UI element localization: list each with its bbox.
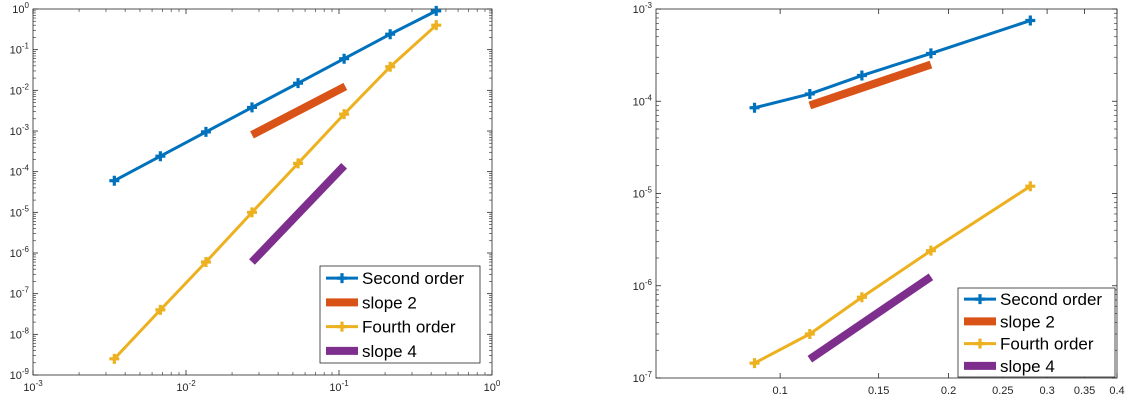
series-line-slope-2 bbox=[808, 60, 933, 110]
y-tick-label: 10-5 bbox=[633, 186, 653, 201]
y-tick-label: 10-3 bbox=[633, 1, 653, 16]
legend-label-second-order: Second order bbox=[1000, 290, 1102, 309]
data-point-fourth-order bbox=[856, 292, 867, 303]
legend-marker-fourth-order bbox=[975, 338, 985, 349]
data-point-fourth-order bbox=[804, 328, 815, 339]
y-tick-label: 10-7 bbox=[633, 370, 653, 385]
series-line-slope-2 bbox=[250, 82, 348, 139]
data-point-second-order bbox=[155, 151, 166, 162]
series-line-second-order bbox=[754, 19, 1031, 110]
x-tick-label: 0.15 bbox=[868, 385, 889, 397]
legend-marker-fourth-order bbox=[337, 321, 347, 332]
data-point-fourth-order bbox=[293, 158, 304, 169]
y-tick-label: 100 bbox=[12, 1, 29, 16]
x-tick-label: 10-2 bbox=[176, 379, 196, 394]
data-point-fourth-order bbox=[385, 61, 396, 72]
y-tick-label: 10-2 bbox=[10, 82, 30, 97]
data-point-fourth-order bbox=[246, 207, 257, 218]
left-chart: 10-9 10-8 10-7 10-6 10-5 10-4 10-3 10-2 10-1 100 1… bbox=[10, 1, 501, 394]
data-point-fourth-order bbox=[431, 20, 442, 31]
x-tick-label: 0.3 bbox=[1039, 385, 1054, 397]
x-tick-label: 10-1 bbox=[329, 379, 349, 394]
right-chart: 10-7 10-6 10-5 10-4 10-3 0.1 0.15 0.2 0.25 0.3 0.3… bbox=[633, 1, 1125, 397]
axes-box bbox=[32, 8, 493, 376]
data-point-second-order bbox=[749, 102, 760, 113]
legend-marker-second-order bbox=[975, 294, 985, 305]
legend-box bbox=[319, 265, 481, 364]
legend-label-slope-4: slope 4 bbox=[362, 342, 417, 361]
data-point-fourth-order bbox=[339, 109, 350, 120]
data-point-second-order bbox=[109, 175, 120, 186]
legend-label-second-order: Second order bbox=[362, 269, 464, 288]
data-point-fourth-order bbox=[1025, 181, 1036, 192]
y-tick-label: 10-5 bbox=[10, 204, 30, 219]
y-tick-label: 10-1 bbox=[10, 42, 30, 57]
x-tick-label: 10-3 bbox=[23, 379, 43, 394]
legend-label-slope-2: slope 2 bbox=[1000, 312, 1055, 331]
legend-marker-second-order bbox=[337, 273, 347, 284]
y-tick-label: 10-3 bbox=[10, 123, 30, 138]
x-tick-label: 0.35 bbox=[1074, 385, 1095, 397]
y-tick-label: 10-4 bbox=[633, 93, 653, 108]
series-line-fourth-order bbox=[113, 24, 438, 360]
x-tick-label: 100 bbox=[484, 379, 501, 394]
x-tick-label: 0.25 bbox=[992, 385, 1013, 397]
data-point-second-order bbox=[246, 102, 257, 113]
series-line-slope-4 bbox=[249, 162, 348, 265]
x-tick-label: 0.4 bbox=[1109, 385, 1124, 397]
y-tick-label: 10-6 bbox=[10, 245, 30, 260]
data-point-second-order bbox=[293, 78, 304, 89]
y-tick-label: 10-7 bbox=[10, 286, 30, 301]
legend-label-fourth-order: Fourth order bbox=[362, 318, 456, 337]
data-point-fourth-order bbox=[925, 245, 936, 256]
data-point-fourth-order bbox=[200, 257, 211, 268]
y-tick-label: 10-8 bbox=[10, 326, 30, 341]
series-line-slope-4 bbox=[807, 273, 934, 363]
legend-label-slope-2: slope 2 bbox=[362, 293, 417, 312]
data-point-fourth-order bbox=[749, 358, 760, 369]
series-line-second-order bbox=[113, 9, 437, 183]
x-tick-label: 0.2 bbox=[941, 385, 956, 397]
y-tick-label: 10-6 bbox=[633, 278, 653, 293]
data-point-fourth-order bbox=[109, 353, 120, 364]
data-point-second-order bbox=[431, 5, 442, 16]
y-tick-label: 10-9 bbox=[10, 367, 30, 382]
data-point-fourth-order bbox=[155, 304, 166, 315]
data-point-second-order bbox=[804, 88, 815, 99]
y-tick-label: 10-4 bbox=[10, 164, 30, 179]
legend-label-fourth-order: Fourth order bbox=[1000, 335, 1094, 354]
data-point-second-order bbox=[385, 29, 396, 40]
data-point-second-order bbox=[1025, 15, 1036, 26]
data-point-second-order bbox=[200, 126, 211, 137]
data-point-second-order bbox=[925, 48, 936, 59]
legend-label-slope-4: slope 4 bbox=[1000, 357, 1055, 376]
data-point-second-order bbox=[339, 53, 350, 64]
data-point-second-order bbox=[856, 70, 867, 81]
x-tick-label: 0.1 bbox=[772, 385, 787, 397]
